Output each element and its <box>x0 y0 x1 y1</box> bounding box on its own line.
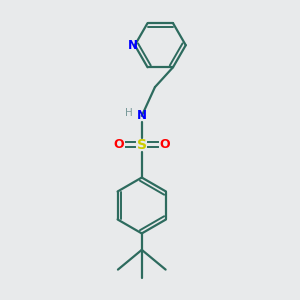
Text: S: S <box>137 138 147 152</box>
Text: O: O <box>114 138 124 151</box>
Text: N: N <box>128 39 138 52</box>
Text: O: O <box>159 138 170 151</box>
Text: N: N <box>137 110 147 122</box>
Text: H: H <box>125 108 133 118</box>
